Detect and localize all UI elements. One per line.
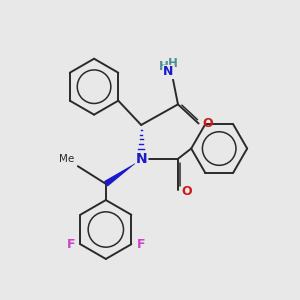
Polygon shape bbox=[104, 162, 138, 187]
Text: N: N bbox=[164, 65, 174, 79]
Text: O: O bbox=[182, 185, 192, 198]
Text: H: H bbox=[168, 57, 178, 70]
Text: O: O bbox=[202, 117, 213, 130]
Text: N: N bbox=[136, 152, 148, 167]
Text: Me: Me bbox=[59, 154, 74, 164]
Text: F: F bbox=[67, 238, 75, 251]
Text: F: F bbox=[136, 238, 145, 251]
Text: H: H bbox=[159, 60, 169, 73]
